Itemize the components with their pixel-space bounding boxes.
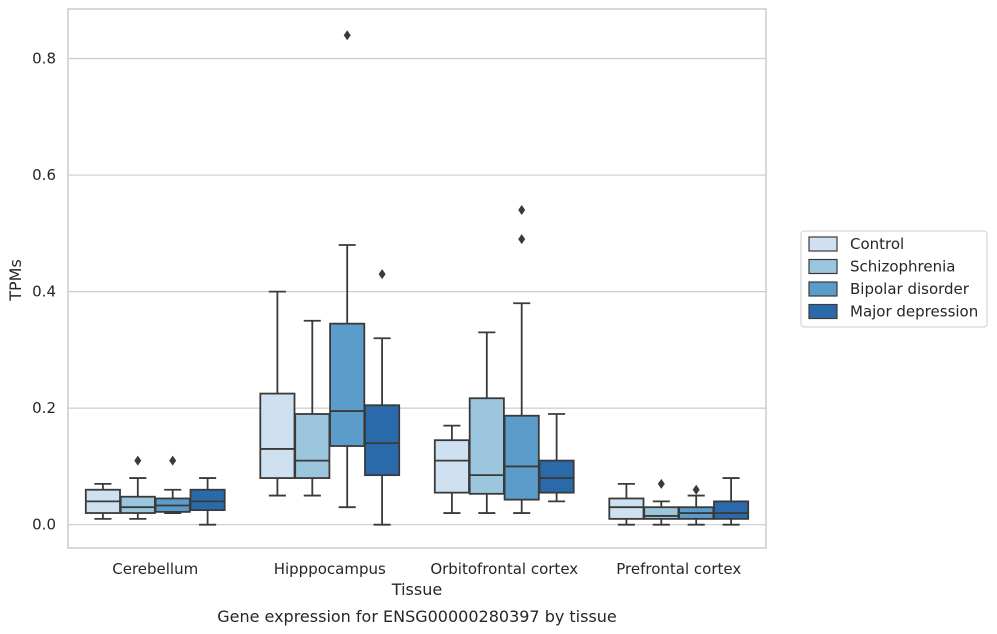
box-iqr xyxy=(503,414,540,501)
legend-swatch xyxy=(808,258,838,275)
chart-caption: Gene expression for ENSG00000280397 by t… xyxy=(217,607,617,626)
y-tick-label: 0.0 xyxy=(32,516,56,534)
box-element xyxy=(189,477,226,526)
box-element xyxy=(678,484,715,526)
plot-frame xyxy=(67,8,767,549)
y-tick-label: 0.8 xyxy=(32,50,56,68)
box-iqr xyxy=(364,404,401,477)
y-tick-label: 0.6 xyxy=(32,166,56,184)
outlier-point xyxy=(378,269,386,280)
box-element xyxy=(608,483,645,526)
x-axis-label: Tissue xyxy=(391,580,442,599)
box-element xyxy=(503,205,540,514)
legend-label: Bipolar disorder xyxy=(850,280,970,298)
outlier-point xyxy=(343,30,351,41)
y-tick-label: 0.2 xyxy=(32,399,56,417)
box-iqr xyxy=(538,459,575,494)
box-iqr xyxy=(259,392,296,479)
y-tick-labels: 0.0 0.2 0.4 0.6 0.8 xyxy=(32,50,56,534)
x-tick-label: Prefrontal cortex xyxy=(616,560,741,578)
legend-swatch xyxy=(808,281,838,297)
legend-label: Control xyxy=(850,235,904,253)
box-iqr xyxy=(713,500,750,520)
y-tick-label: 0.4 xyxy=(32,283,56,301)
x-tick-labels: Cerebellum Hipppocampus Orbitofrontal cort… xyxy=(112,560,741,578)
box-element xyxy=(259,290,296,497)
box-iqr xyxy=(189,488,226,512)
legend-swatch xyxy=(808,236,838,252)
box-iqr xyxy=(433,439,470,494)
box-element xyxy=(154,455,191,514)
box-element xyxy=(468,331,505,514)
box-element xyxy=(329,30,366,509)
legend-label: Major depression xyxy=(850,303,978,321)
x-tick-label: Hipppocampus xyxy=(274,560,386,578)
box-iqr xyxy=(468,397,505,495)
legend-swatch xyxy=(808,303,838,320)
box-iqr xyxy=(329,322,366,447)
outlier-point xyxy=(657,478,665,489)
legend-frame xyxy=(800,230,988,328)
legend: Control Schizophrenia Bipolar disorder Majo… xyxy=(800,230,988,328)
box-element xyxy=(294,319,331,497)
boxes xyxy=(84,30,750,526)
outlier-point xyxy=(692,484,700,495)
box-element xyxy=(538,413,575,503)
box-iqr xyxy=(643,506,680,520)
box-element xyxy=(84,483,121,520)
box-element xyxy=(713,477,750,526)
box-iqr xyxy=(294,413,331,479)
box-iqr xyxy=(119,495,156,514)
box-iqr xyxy=(608,497,645,520)
box-element xyxy=(643,478,680,526)
x-tick-label: Cerebellum xyxy=(112,560,198,578)
box-element xyxy=(364,269,401,526)
outlier-point xyxy=(169,455,177,466)
outlier-point xyxy=(518,234,526,245)
x-tick-label: Orbitofrontal cortex xyxy=(430,560,578,578)
gridlines xyxy=(68,57,766,526)
outlier-point xyxy=(518,205,526,216)
box-element xyxy=(433,424,470,514)
y-axis-label: TPMs xyxy=(6,259,25,302)
outlier-point xyxy=(134,455,142,466)
legend-label: Schizophrenia xyxy=(850,258,955,276)
box-element xyxy=(119,455,156,520)
